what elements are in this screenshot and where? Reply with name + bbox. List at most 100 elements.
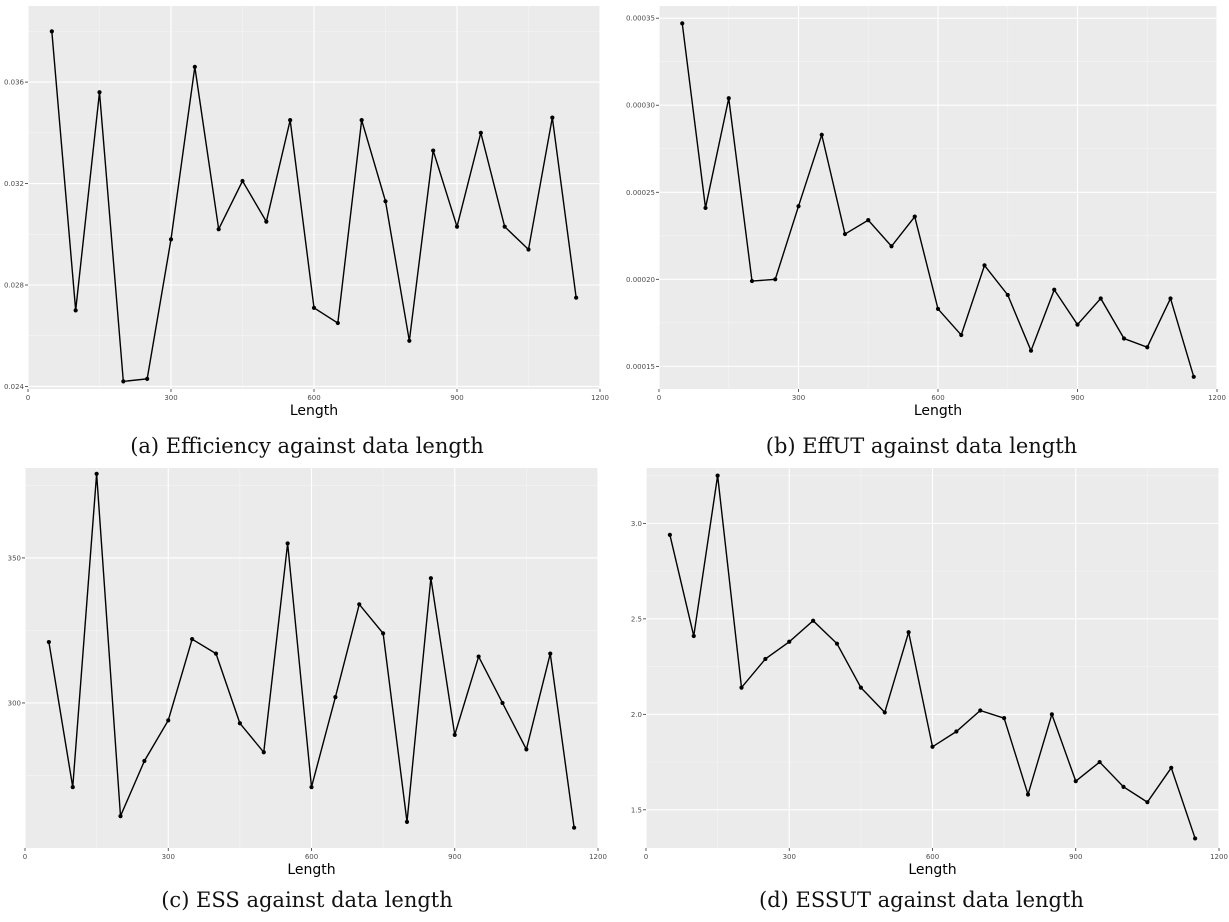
essut-data-point: [1145, 800, 1150, 805]
effut-data-point: [982, 263, 987, 268]
effut-line-chart: 0 300 600 900 1200 0.00015 0.00020 0.00025 0.000…: [626, 6, 1226, 419]
essut-tick-label-x: 600: [926, 853, 939, 861]
essut-tick-label-x: 300: [783, 853, 796, 861]
essut-tick-label-y: 2.5: [631, 615, 642, 623]
efficiency-tick-label-y: 0.036: [4, 79, 25, 87]
ess-tick-label-x: 0: [23, 853, 27, 861]
ess-data-point: [500, 700, 505, 706]
ess-tick-label-x: 300: [162, 853, 175, 861]
efficiency-tick-label-x: 1200: [591, 394, 609, 402]
essut-data-point: [691, 633, 696, 639]
caption-essut: (d) ESSUT against data length: [759, 888, 1084, 912]
efficiency-tick-label-y: 0.032: [4, 180, 24, 188]
chart-panel-efficiency: 0 300 600 900 1200 0.024 0.028 0.032 0.036 Length…: [0, 0, 614, 461]
essut-data-point: [906, 630, 911, 635]
ess-data-point: [237, 721, 242, 726]
essut-data-point: [811, 618, 816, 623]
effut-tick-label-x: 1200: [1208, 394, 1226, 402]
ess-data-point: [285, 541, 290, 546]
ess-tick-label-x: 900: [448, 853, 461, 861]
efficiency-data-point: [383, 199, 388, 204]
essut-tick-label-y: 1.5: [631, 806, 642, 814]
efficiency-data-point: [264, 219, 269, 224]
efficiency-data-point: [192, 64, 197, 69]
essut-data-point: [930, 744, 935, 749]
ess-data-point: [46, 639, 51, 645]
effut-data-point: [1121, 336, 1127, 341]
effut-data-point: [1098, 296, 1103, 301]
efficiency-data-point: [311, 305, 317, 310]
effut-data-point: [1168, 296, 1173, 301]
efficiency-data-point: [240, 178, 245, 184]
ess-data-point: [524, 747, 529, 752]
effut-data-point: [912, 214, 917, 219]
ess-data-point: [190, 637, 195, 642]
efficiency-data-point: [526, 247, 531, 252]
ess-data-point: [572, 825, 577, 830]
ess-data-point: [142, 758, 147, 764]
essut-data-point: [1002, 716, 1007, 721]
effut-data-point: [726, 96, 731, 101]
caption-ess: (c) ESS against data length: [161, 888, 453, 912]
essut-data-point: [834, 641, 840, 646]
efficiency-data-point: [216, 227, 221, 232]
efficiency-line-chart: 0 300 600 900 1200 0.024 0.028 0.032 0.036 Length: [4, 6, 609, 419]
efficiency-tick-label-x: 300: [164, 394, 177, 402]
efficiency-data-point: [431, 148, 436, 153]
ess-data-point: [70, 784, 75, 790]
efficiency-data-point: [288, 118, 293, 123]
essut-data-point: [1025, 792, 1031, 797]
effut-data-point: [866, 218, 871, 223]
essut-data-point: [1097, 759, 1102, 765]
efficiency-data-point: [73, 308, 78, 313]
efficiency-data-point: [359, 118, 364, 123]
efficiency-data-point: [407, 338, 412, 343]
effut-tick-label-y: 0.00015: [626, 363, 655, 371]
effut-data-point: [1145, 345, 1150, 350]
effut-data-point: [680, 21, 685, 26]
efficiency-data-point: [121, 379, 126, 384]
effut-data-point: [935, 306, 941, 312]
efficiency-tick-label-y: 0.024: [4, 383, 25, 391]
essut-data-point: [954, 729, 959, 734]
effut-data-point: [1191, 374, 1196, 379]
caption-efficiency: (a) Efficiency against data length: [130, 434, 484, 458]
essut-data-point: [1169, 765, 1174, 770]
ess-data-point: [404, 819, 410, 824]
effut-x-axis-title: Length: [914, 403, 962, 419]
efficiency-data-point: [145, 376, 150, 381]
efficiency-data-point: [335, 320, 340, 326]
efficiency-data-point: [49, 29, 54, 34]
effut-tick-label-y: 0.00035: [626, 15, 655, 23]
efficiency-data-point: [550, 115, 555, 120]
caption-effut: (b) EffUT against data length: [765, 434, 1078, 458]
effut-data-point: [959, 332, 964, 338]
essut-data-point: [715, 473, 720, 478]
ess-tick-label-y: 300: [8, 699, 21, 707]
ess-data-point: [261, 750, 266, 755]
efficiency-x-axis-title: Length: [290, 403, 338, 419]
effut-data-point: [819, 132, 824, 137]
ess-data-point: [357, 602, 362, 607]
ess-data-point: [309, 784, 314, 790]
essut-tick-label-x: 900: [1069, 853, 1082, 861]
efficiency-data-point: [574, 295, 579, 300]
efficiency-data-point: [97, 90, 102, 95]
efficiency-tick-label-x: 600: [307, 394, 320, 402]
effut-tick-label-y: 0.00025: [626, 189, 655, 197]
effut-tick-label-x: 600: [931, 394, 944, 402]
ess-data-point: [166, 718, 171, 723]
essut-data-point: [1049, 712, 1054, 717]
effut-data-point: [773, 277, 778, 282]
essut-line-chart: 0 300 600 900 1200 1.5 2.0 2.5 3.0 Length: [631, 468, 1228, 878]
ess-data-point: [548, 651, 553, 656]
essut-data-point: [1073, 779, 1078, 784]
effut-data-point: [842, 231, 848, 237]
efficiency-data-point: [454, 224, 460, 229]
essut-tick-label-x: 1200: [1210, 853, 1228, 861]
effut-data-point: [1005, 292, 1010, 298]
essut-data-point: [858, 685, 863, 690]
essut-data-point: [882, 710, 887, 715]
essut-data-point: [763, 656, 768, 662]
ess-x-axis-title: Length: [287, 862, 335, 878]
